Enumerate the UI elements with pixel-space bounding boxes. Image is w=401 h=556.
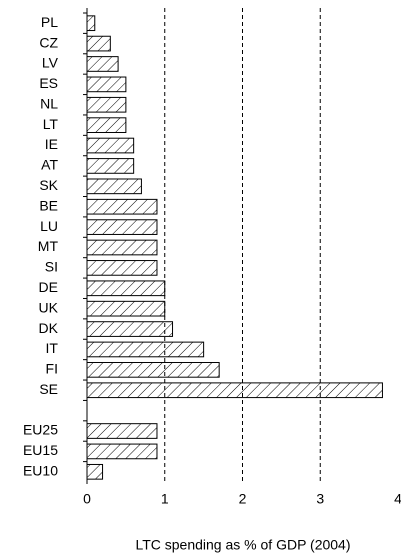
y-tick-label: DK <box>39 320 59 336</box>
bar <box>86 15 96 32</box>
y-tick-label: IT <box>46 340 59 356</box>
bar <box>86 96 127 113</box>
x-tick-label: 2 <box>239 491 247 507</box>
bar <box>86 137 135 154</box>
y-tick-label: IE <box>45 136 58 152</box>
bar <box>86 178 142 195</box>
bar <box>86 341 205 358</box>
bar <box>86 463 104 480</box>
bar <box>86 300 166 317</box>
y-tick-label: MT <box>38 238 59 254</box>
x-tick-label: 3 <box>316 491 324 507</box>
bar <box>86 423 158 439</box>
y-tick-label: FI <box>46 361 58 377</box>
y-tick-label: BE <box>39 197 58 213</box>
y-tick-label: PL <box>41 14 58 30</box>
bar <box>86 198 158 215</box>
y-tick-label: SE <box>39 381 58 397</box>
y-tick-label: LV <box>42 55 59 71</box>
y-tick-label: EU10 <box>23 463 58 479</box>
y-tick-label: EU25 <box>23 422 58 438</box>
bar <box>86 56 119 72</box>
y-tick-label: LT <box>43 116 59 132</box>
y-tick-label: SI <box>45 259 58 275</box>
y-tick-label: NL <box>40 95 58 111</box>
bar <box>86 35 111 52</box>
bar <box>86 321 174 337</box>
bar <box>86 239 158 256</box>
y-tick-label: AT <box>41 157 58 173</box>
bar <box>86 260 158 276</box>
bar <box>86 219 158 235</box>
bar <box>86 443 158 460</box>
x-tick-label: 4 <box>394 491 401 507</box>
bar <box>86 362 220 378</box>
bar <box>86 280 166 297</box>
bar <box>86 76 127 93</box>
bar <box>86 382 383 399</box>
y-tick-label: SK <box>39 177 58 193</box>
y-tick-label: DE <box>39 279 58 295</box>
y-tick-label: EU15 <box>23 442 58 458</box>
y-tick-label: UK <box>39 299 59 315</box>
x-tick-label: 1 <box>161 491 169 507</box>
x-tick-label: 0 <box>83 491 91 507</box>
bar <box>86 158 135 174</box>
y-tick-label: LU <box>40 218 58 234</box>
x-axis-label: LTC spending as % of GDP (2004) <box>135 537 350 553</box>
y-tick-label: ES <box>39 75 58 91</box>
y-tick-label: CZ <box>39 34 58 50</box>
bar <box>86 117 127 133</box>
